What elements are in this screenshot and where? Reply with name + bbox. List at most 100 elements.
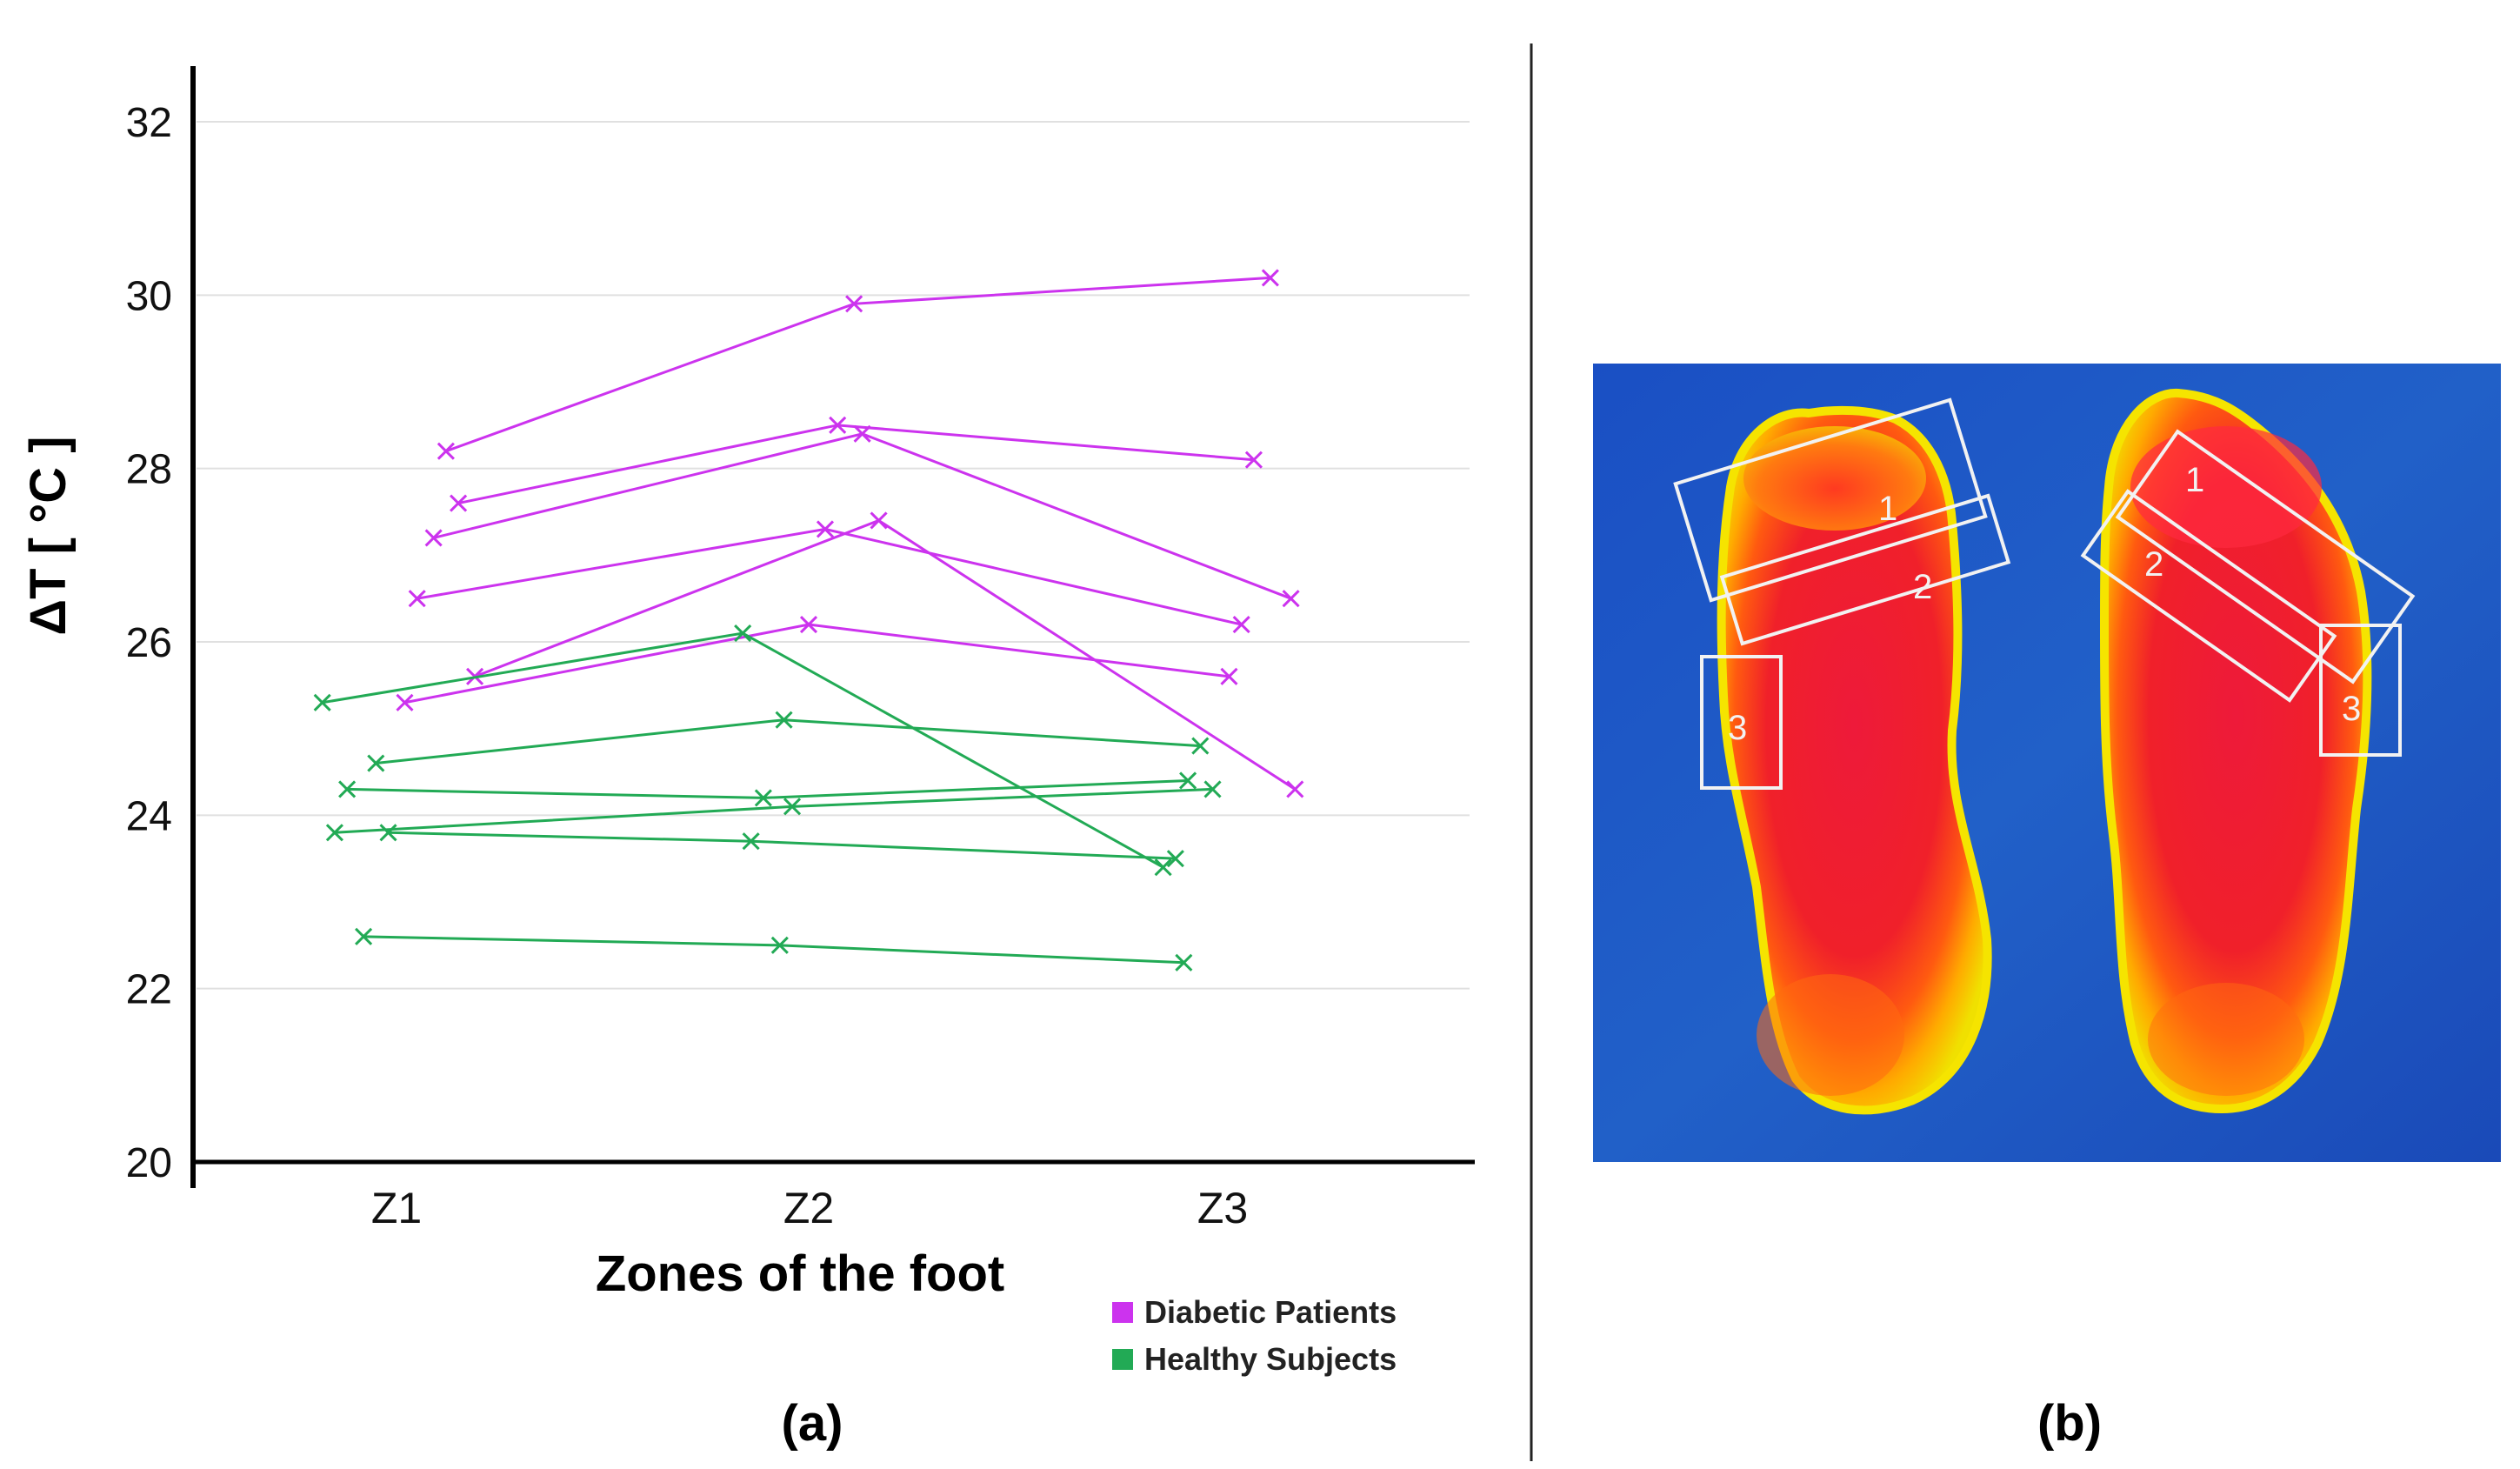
series-diabetic bbox=[424, 424, 1300, 608]
left-foot bbox=[1717, 405, 1992, 1115]
right-zone-3-label: 3 bbox=[2342, 690, 2361, 728]
x-tick-label: Z3 bbox=[1197, 1184, 1248, 1232]
x-tick-label: Z1 bbox=[371, 1184, 422, 1232]
left-foot-toes bbox=[1743, 426, 1926, 531]
legend-label-healthy: Healthy Subjects bbox=[1144, 1341, 1397, 1377]
right-zone-2-label: 2 bbox=[2144, 545, 2163, 584]
series-healthy bbox=[325, 780, 1222, 842]
data-point-marker bbox=[1282, 590, 1300, 608]
left-zone-3-label: 3 bbox=[1728, 709, 1747, 747]
right-roi-3 bbox=[2319, 624, 2402, 757]
data-point-marker bbox=[1203, 780, 1222, 798]
left-zone-2-label: 2 bbox=[1913, 568, 1932, 606]
legend-swatch-diabetic bbox=[1112, 1302, 1133, 1323]
data-point-marker bbox=[1286, 780, 1304, 798]
x-axis-label: Zones of the foot bbox=[596, 1245, 1004, 1302]
y-tick-label: 28 bbox=[126, 447, 172, 493]
left-zone-1-label: 1 bbox=[1878, 490, 1897, 528]
series-line bbox=[417, 527, 1243, 626]
series-line bbox=[445, 276, 1270, 453]
data-point-marker bbox=[870, 511, 888, 530]
data-point-marker bbox=[437, 442, 455, 460]
series-healthy bbox=[355, 927, 1193, 972]
right-roi-2 bbox=[2080, 489, 2337, 703]
data-point-marker bbox=[754, 789, 772, 807]
x-tick-labels: Z1 Z2 Z3 bbox=[371, 1184, 1248, 1232]
right-roi-1 bbox=[2115, 429, 2416, 684]
panel-label-b: (b) bbox=[2037, 1395, 2102, 1452]
data-point-marker bbox=[424, 529, 443, 547]
grid-lines bbox=[197, 121, 1470, 990]
data-point-marker bbox=[1154, 858, 1172, 877]
y-tick-label: 30 bbox=[126, 273, 172, 319]
data-point-marker bbox=[1179, 771, 1197, 790]
series-diabetic bbox=[396, 616, 1238, 711]
legend-swatch-healthy bbox=[1112, 1349, 1133, 1370]
data-point-marker bbox=[1175, 953, 1193, 972]
series-line bbox=[474, 518, 1297, 791]
series-diabetic bbox=[408, 520, 1250, 634]
y-tick-labels: 20 22 24 26 28 30 32 bbox=[126, 100, 172, 1186]
x-tick-label: Z2 bbox=[783, 1184, 834, 1232]
series-layer bbox=[313, 269, 1304, 972]
y-tick-label: 22 bbox=[126, 967, 172, 1013]
data-point-marker bbox=[799, 616, 818, 634]
series-healthy bbox=[313, 624, 1172, 877]
thermal-image: 1 2 3 1 2 3 bbox=[1593, 364, 2501, 1162]
series-line bbox=[457, 424, 1255, 505]
data-point-marker bbox=[770, 936, 789, 954]
legend: Diabetic Patients Healthy Subjects bbox=[1112, 1294, 1397, 1377]
left-roi-boxes bbox=[1673, 397, 2011, 790]
y-tick-label: 24 bbox=[126, 793, 172, 839]
data-point-marker bbox=[367, 754, 385, 772]
right-roi-boxes bbox=[2080, 429, 2416, 757]
data-point-marker bbox=[338, 780, 357, 798]
chart-panel: 20 22 24 26 28 30 32 Z1 Z2 Z3 ΔT [ °C ] Zones of… bbox=[20, 66, 1475, 1452]
data-point-marker bbox=[829, 416, 847, 434]
series-line bbox=[388, 831, 1176, 860]
left-roi-2 bbox=[1719, 493, 2011, 646]
series-line bbox=[322, 631, 1164, 869]
data-point-marker bbox=[775, 711, 793, 729]
left-foot-shape bbox=[1717, 405, 1992, 1115]
data-point-marker bbox=[816, 520, 835, 538]
data-point-marker bbox=[742, 832, 760, 851]
left-foot-heel bbox=[1757, 974, 1904, 1096]
data-point-marker bbox=[845, 295, 863, 313]
panel-label-a: (a) bbox=[782, 1395, 843, 1452]
data-point-marker bbox=[783, 798, 802, 816]
data-point-marker bbox=[408, 590, 426, 608]
data-point-marker bbox=[379, 824, 397, 842]
data-point-marker bbox=[1166, 850, 1184, 868]
data-point-marker bbox=[1244, 451, 1263, 469]
data-point-marker bbox=[325, 824, 343, 842]
series-line bbox=[404, 623, 1230, 704]
series-healthy bbox=[367, 711, 1210, 772]
y-tick-label: 20 bbox=[126, 1140, 172, 1186]
data-point-marker bbox=[450, 494, 468, 512]
right-foot-toes bbox=[2130, 426, 2322, 548]
data-point-marker bbox=[355, 927, 373, 945]
data-point-marker bbox=[1261, 269, 1279, 287]
left-roi-3 bbox=[1700, 655, 1783, 790]
right-foot bbox=[2100, 388, 2372, 1114]
data-point-marker bbox=[1220, 667, 1238, 685]
y-axis-label: ΔT [ °C ] bbox=[20, 436, 77, 635]
y-tick-label: 32 bbox=[126, 100, 172, 146]
data-point-marker bbox=[313, 693, 331, 711]
data-point-marker bbox=[734, 624, 752, 643]
series-diabetic bbox=[450, 416, 1263, 512]
left-roi-1 bbox=[1673, 397, 1988, 603]
legend-label-diabetic: Diabetic Patients bbox=[1144, 1294, 1397, 1330]
series-line bbox=[376, 718, 1201, 765]
series-healthy bbox=[338, 771, 1197, 807]
series-line bbox=[334, 787, 1213, 834]
y-tick-label: 26 bbox=[126, 620, 172, 666]
right-foot-heel bbox=[2148, 983, 2304, 1096]
data-point-marker bbox=[1191, 737, 1210, 755]
data-point-marker bbox=[853, 424, 871, 443]
series-diabetic bbox=[437, 269, 1279, 460]
right-zone-1-label: 1 bbox=[2185, 461, 2204, 499]
data-point-marker bbox=[1232, 616, 1250, 634]
